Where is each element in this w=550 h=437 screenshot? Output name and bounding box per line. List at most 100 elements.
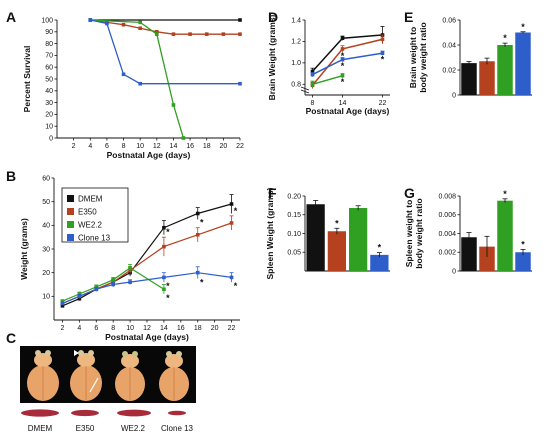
data-point — [238, 32, 242, 36]
y-tick-label: 0.05 — [287, 250, 301, 257]
y-axis-title: Spleen Weight (grams) — [265, 187, 275, 279]
y-tick-label: 0.04 — [442, 42, 456, 49]
photo-label-e350: E350 — [76, 424, 95, 433]
y-axis-title: body weight ratio — [418, 22, 428, 92]
bar-e350 — [479, 61, 495, 95]
spleen-dmem — [21, 409, 59, 417]
x-tick-label: 2 — [72, 143, 76, 150]
significance-asterisk: * — [166, 281, 170, 291]
data-point — [380, 37, 385, 42]
data-point — [310, 82, 315, 87]
series-dmem — [310, 26, 385, 75]
data-point — [94, 285, 99, 289]
brain-body-ratio-chart: 0 0.02 0.04 0.06 Brain weight to body weight … — [408, 17, 532, 99]
x-tick-label: 20 — [211, 325, 219, 332]
x-tick-label: 16 — [186, 143, 194, 150]
legend-label-dmem: DMEM — [78, 195, 103, 204]
y-tick-label: 20 — [45, 112, 53, 119]
series-e350 — [88, 18, 242, 36]
series-clone-13 — [88, 18, 242, 86]
brain-we22 — [115, 351, 145, 401]
data-point — [77, 294, 82, 299]
series-line-clone-13 — [62, 272, 232, 304]
y-tick-label: 0 — [452, 92, 456, 99]
x-tick-label: 14 — [339, 100, 347, 107]
data-point — [138, 26, 142, 31]
data-point — [60, 301, 65, 306]
x-tick-label: 18 — [203, 143, 211, 150]
data-point — [195, 270, 200, 275]
data-point — [162, 244, 166, 249]
y-tick-label: 100 — [41, 17, 53, 24]
significance-asterisk: * — [341, 51, 345, 61]
data-point — [111, 282, 115, 287]
series-line-we2-2 — [62, 267, 165, 302]
data-point — [340, 73, 345, 78]
x-tick-label: 22 — [228, 325, 236, 332]
data-point — [238, 18, 242, 22]
y-tick-label: 0.15 — [287, 212, 301, 219]
x-axis-title: Postnatal Age (days) — [107, 150, 191, 160]
legend-label-e350: E350 — [78, 208, 97, 217]
significance-asterisk: * — [234, 281, 238, 291]
y-tick-label: 50 — [42, 199, 50, 206]
legend-swatch-we2-2 — [67, 221, 74, 228]
arrowhead-marker — [74, 350, 79, 356]
y-tick-label: 0.02 — [442, 67, 456, 74]
y-tick-label: 10 — [45, 124, 53, 131]
x-tick-label: 8 — [122, 143, 126, 150]
bar-we2-2 — [497, 200, 513, 271]
y-tick-label: 40 — [45, 88, 53, 95]
data-point — [238, 81, 242, 86]
data-point — [171, 32, 176, 36]
x-tick-label: 16 — [177, 325, 185, 332]
y-tick-label: 0.004 — [438, 231, 456, 238]
data-point — [380, 51, 385, 56]
y-tick-label: 60 — [45, 65, 53, 72]
data-point — [162, 225, 166, 230]
bar-dmem — [306, 204, 325, 271]
series-we2-2: * — [60, 263, 170, 303]
legend-swatch-clone-13 — [67, 234, 74, 241]
legend: DMEM E350 WE2.2 Clone 13 — [61, 187, 129, 243]
bar-we2-2 — [348, 208, 368, 271]
data-point — [105, 21, 109, 26]
series-line-dmem — [62, 203, 232, 307]
data-point — [155, 32, 159, 36]
bar-dmem — [461, 237, 477, 271]
data-point — [229, 202, 234, 206]
data-point — [94, 287, 99, 292]
y-tick-label: 80 — [45, 41, 53, 48]
panel-letter-g: G — [404, 185, 415, 201]
series-line-dmem — [311, 34, 383, 72]
bar-e350 — [327, 231, 347, 271]
photo-label-clone13: Clone 13 — [161, 424, 194, 433]
significance-asterisk: * — [341, 61, 345, 71]
bar-e350 — [479, 246, 495, 271]
y-axis-title: Weight (grams) — [19, 218, 29, 280]
brain-clone13 — [159, 351, 189, 401]
axis-break-mark — [300, 89, 310, 94]
body-weight-chart: 2 4 6 8 10 12 14 16 18 20 22 10 20 30 40 50 60 Postnatal … — [19, 175, 240, 342]
data-point — [138, 20, 142, 25]
series-line-e350 — [311, 38, 383, 86]
panel-letter-e: E — [404, 9, 413, 25]
spleen-weight-chart: 0.05 0.10 0.15 0.20 Spleen Weight (grams) * * — [265, 187, 390, 279]
significance-asterisk: * — [503, 189, 507, 199]
x-tick-label: 20 — [219, 143, 227, 150]
significance-asterisk: * — [234, 206, 238, 216]
series-line-we2-2 — [90, 19, 185, 139]
spleen-we22 — [117, 409, 151, 417]
panel-letter-b: B — [6, 168, 16, 184]
data-point — [310, 69, 315, 74]
legend-swatch-dmem — [67, 195, 74, 202]
x-axis-title: Postnatal Age (days) — [306, 106, 390, 116]
y-tick-label: 0.8 — [291, 82, 301, 89]
y-tick-label: 30 — [42, 246, 50, 253]
photo-label-we22: WE2.2 — [121, 424, 146, 433]
data-point — [88, 18, 93, 22]
significance-asterisk: * — [521, 22, 525, 32]
y-axis-title: Spleen weight to — [404, 200, 414, 268]
data-point — [77, 292, 82, 296]
